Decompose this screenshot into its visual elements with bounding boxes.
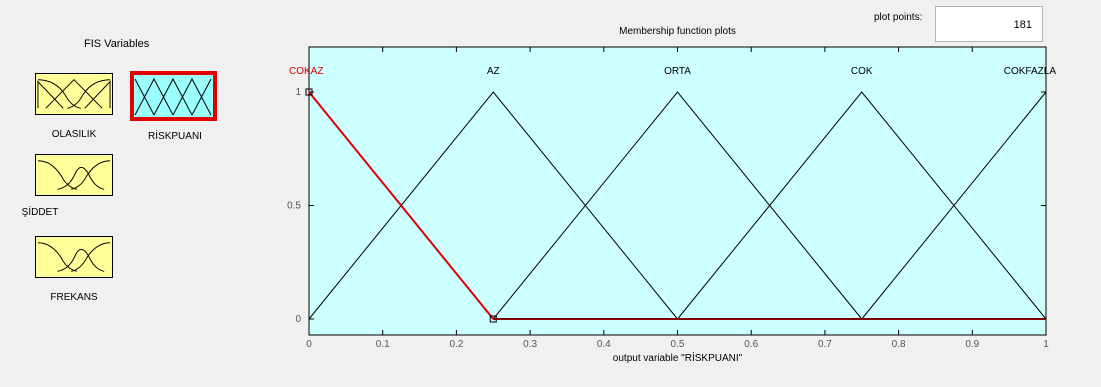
mf-handle: [305, 88, 313, 96]
x-tick-label: 0.4: [597, 339, 611, 350]
mf-line-cokaz: [308, 91, 495, 320]
x-tick-label: 0.9: [965, 339, 979, 350]
mf-label-az: AZ: [487, 66, 500, 77]
x-tick-label: 0.1: [376, 339, 390, 350]
mf-line-az: [308, 91, 678, 320]
membership-curves-icon: [37, 242, 111, 272]
x-tick-label: 1: [1043, 339, 1049, 350]
plot-points-input[interactable]: [952, 19, 1032, 31]
mf-label-orta: ORTA: [664, 66, 691, 77]
mf-label-cokfazla: COKFAZLA: [1004, 66, 1057, 77]
variable-icon-olasilik[interactable]: [35, 73, 113, 115]
y-tick-label: 0.5: [287, 201, 301, 212]
mf-line-orta: [492, 91, 863, 320]
x-tick-label: 0: [306, 339, 312, 350]
plot-points-label: plot points:: [874, 12, 923, 23]
membership-triangles-icon: [134, 77, 212, 116]
x-tick-label: 0.5: [671, 339, 685, 350]
x-tick-label: 0.6: [744, 339, 758, 350]
variable-label-olasilik: OLASILIK: [51, 129, 97, 140]
membership-curves-icon: [37, 79, 111, 109]
x-axis-label: output variable "RİSKPUANI": [613, 351, 743, 364]
mf-label-cok: COK: [851, 66, 873, 77]
variable-label-riskpuani: RİSKPUANI: [148, 131, 202, 142]
mf-label-cokaz: COKAZ: [289, 66, 323, 77]
membership-curves-icon: [37, 160, 111, 190]
plot-area: [308, 46, 1047, 336]
variable-icon-riskpuani[interactable]: [130, 71, 217, 121]
x-tick-label: 0.8: [892, 339, 906, 350]
variable-label-frekans: FREKANS: [50, 292, 98, 303]
plot-points-box: [935, 6, 1043, 42]
fis-variables-title: FIS Variables: [84, 38, 150, 50]
y-tick-label: 1: [295, 87, 301, 98]
mf-line-cokfazla: [861, 91, 1047, 320]
variable-icon-siddet[interactable]: [35, 154, 113, 196]
x-tick-label: 0.2: [449, 339, 463, 350]
variable-icon-frekans[interactable]: [35, 236, 113, 278]
mf-line-cok: [677, 91, 1047, 320]
x-tick-label: 0.7: [818, 339, 832, 350]
x-tick-label: 0.3: [523, 339, 537, 350]
variable-label-siddet: ŞİDDET: [21, 207, 59, 218]
chart-title: Membership function plots: [619, 26, 736, 37]
y-tick-label: 0: [295, 314, 301, 325]
